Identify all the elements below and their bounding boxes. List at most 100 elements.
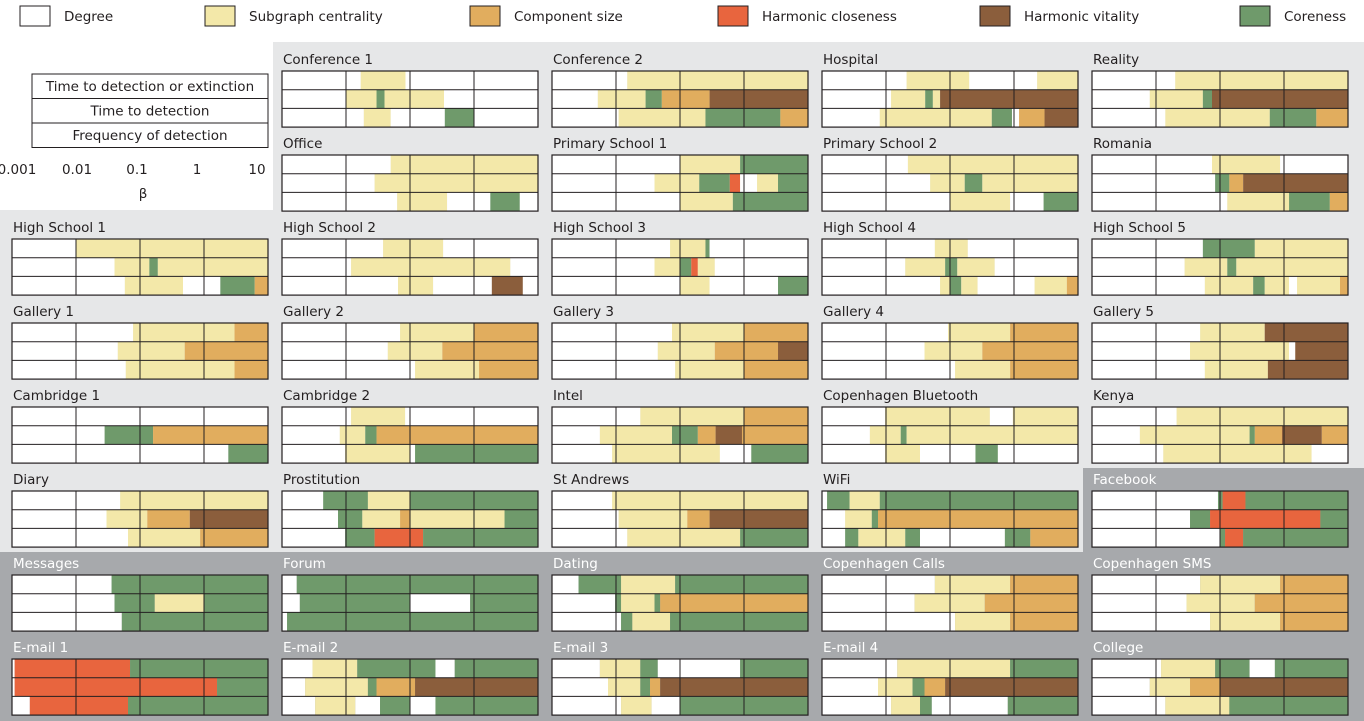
segment — [920, 696, 932, 716]
segment — [120, 491, 268, 510]
segment — [1321, 425, 1348, 445]
segment — [640, 407, 744, 426]
segment — [1043, 192, 1078, 212]
segment — [822, 407, 886, 426]
panel-frame — [281, 658, 539, 716]
segment — [778, 276, 808, 296]
segment — [254, 276, 268, 296]
segment — [552, 108, 619, 128]
segment — [1149, 677, 1191, 697]
segment — [1092, 360, 1205, 380]
segment — [1092, 659, 1162, 678]
segment — [400, 509, 410, 529]
segment — [945, 677, 1078, 697]
segment — [12, 444, 229, 464]
segment — [510, 257, 538, 277]
segment — [869, 425, 901, 445]
segment — [705, 239, 710, 258]
panel-frame — [11, 322, 269, 380]
segment — [822, 612, 956, 632]
segment — [950, 276, 962, 296]
segment — [654, 593, 661, 613]
segment — [12, 612, 122, 632]
segment — [125, 360, 235, 380]
segment — [189, 509, 268, 529]
segment — [680, 192, 733, 212]
segment — [955, 612, 1011, 632]
segment — [76, 239, 268, 258]
x-axis-label: β — [139, 186, 148, 202]
segment — [12, 509, 107, 529]
segment — [1249, 425, 1255, 445]
segment — [355, 696, 381, 716]
segment — [1010, 575, 1078, 594]
segment — [615, 593, 622, 613]
panel-frame — [281, 70, 539, 128]
panel-title: High School 5 — [1093, 220, 1186, 236]
panel-title: Cambridge 1 — [13, 388, 100, 404]
segment — [315, 696, 356, 716]
panel-title: Gallery 3 — [553, 304, 614, 320]
legend-label: Harmonic vitality — [1024, 9, 1139, 25]
segment — [130, 659, 268, 678]
segment — [1210, 509, 1321, 529]
segment — [1161, 659, 1216, 678]
segment — [822, 173, 931, 193]
segment — [121, 612, 268, 632]
segment — [1289, 192, 1330, 212]
panel-frame — [1091, 406, 1349, 464]
segment — [822, 491, 828, 510]
panel-title: Hospital — [823, 52, 878, 68]
segment — [640, 659, 658, 678]
segment — [885, 444, 921, 464]
panel-title: Messages — [13, 556, 79, 572]
legend-swatch — [204, 5, 236, 27]
segment — [282, 360, 416, 380]
segment — [133, 323, 235, 342]
segment — [1011, 108, 1020, 128]
segment — [680, 276, 710, 296]
segment — [374, 528, 424, 548]
segment — [282, 575, 297, 594]
segment — [778, 173, 808, 193]
segment — [552, 612, 622, 632]
segment — [387, 341, 443, 361]
segment — [282, 528, 346, 548]
segment — [925, 89, 933, 109]
segment — [660, 593, 808, 613]
segment — [154, 593, 204, 613]
segment — [522, 276, 538, 296]
segment — [670, 612, 808, 632]
panel-frame — [1091, 574, 1349, 632]
segment — [443, 239, 538, 258]
segment — [871, 509, 879, 529]
segment — [1289, 276, 1298, 296]
segment — [1202, 239, 1255, 258]
segment — [351, 407, 406, 426]
segment — [1165, 108, 1270, 128]
segment — [1092, 509, 1191, 529]
segment — [147, 509, 190, 529]
segment — [822, 575, 935, 594]
segment — [339, 425, 366, 445]
segment — [29, 696, 129, 716]
legend-swatch — [717, 5, 749, 27]
segment — [12, 677, 15, 697]
segment — [1092, 257, 1185, 277]
segment — [405, 71, 538, 90]
segment — [106, 509, 148, 529]
segment — [552, 71, 628, 90]
segment — [982, 173, 1078, 193]
segment — [124, 276, 184, 296]
segment — [657, 341, 715, 361]
segment — [924, 341, 983, 361]
segment — [714, 341, 779, 361]
segment — [1092, 677, 1150, 697]
segment — [822, 155, 908, 174]
segment — [552, 173, 655, 193]
segment — [651, 696, 680, 716]
panel-frame — [11, 490, 269, 548]
panel-frame — [551, 154, 809, 212]
segment — [612, 444, 720, 464]
segment — [552, 239, 671, 258]
